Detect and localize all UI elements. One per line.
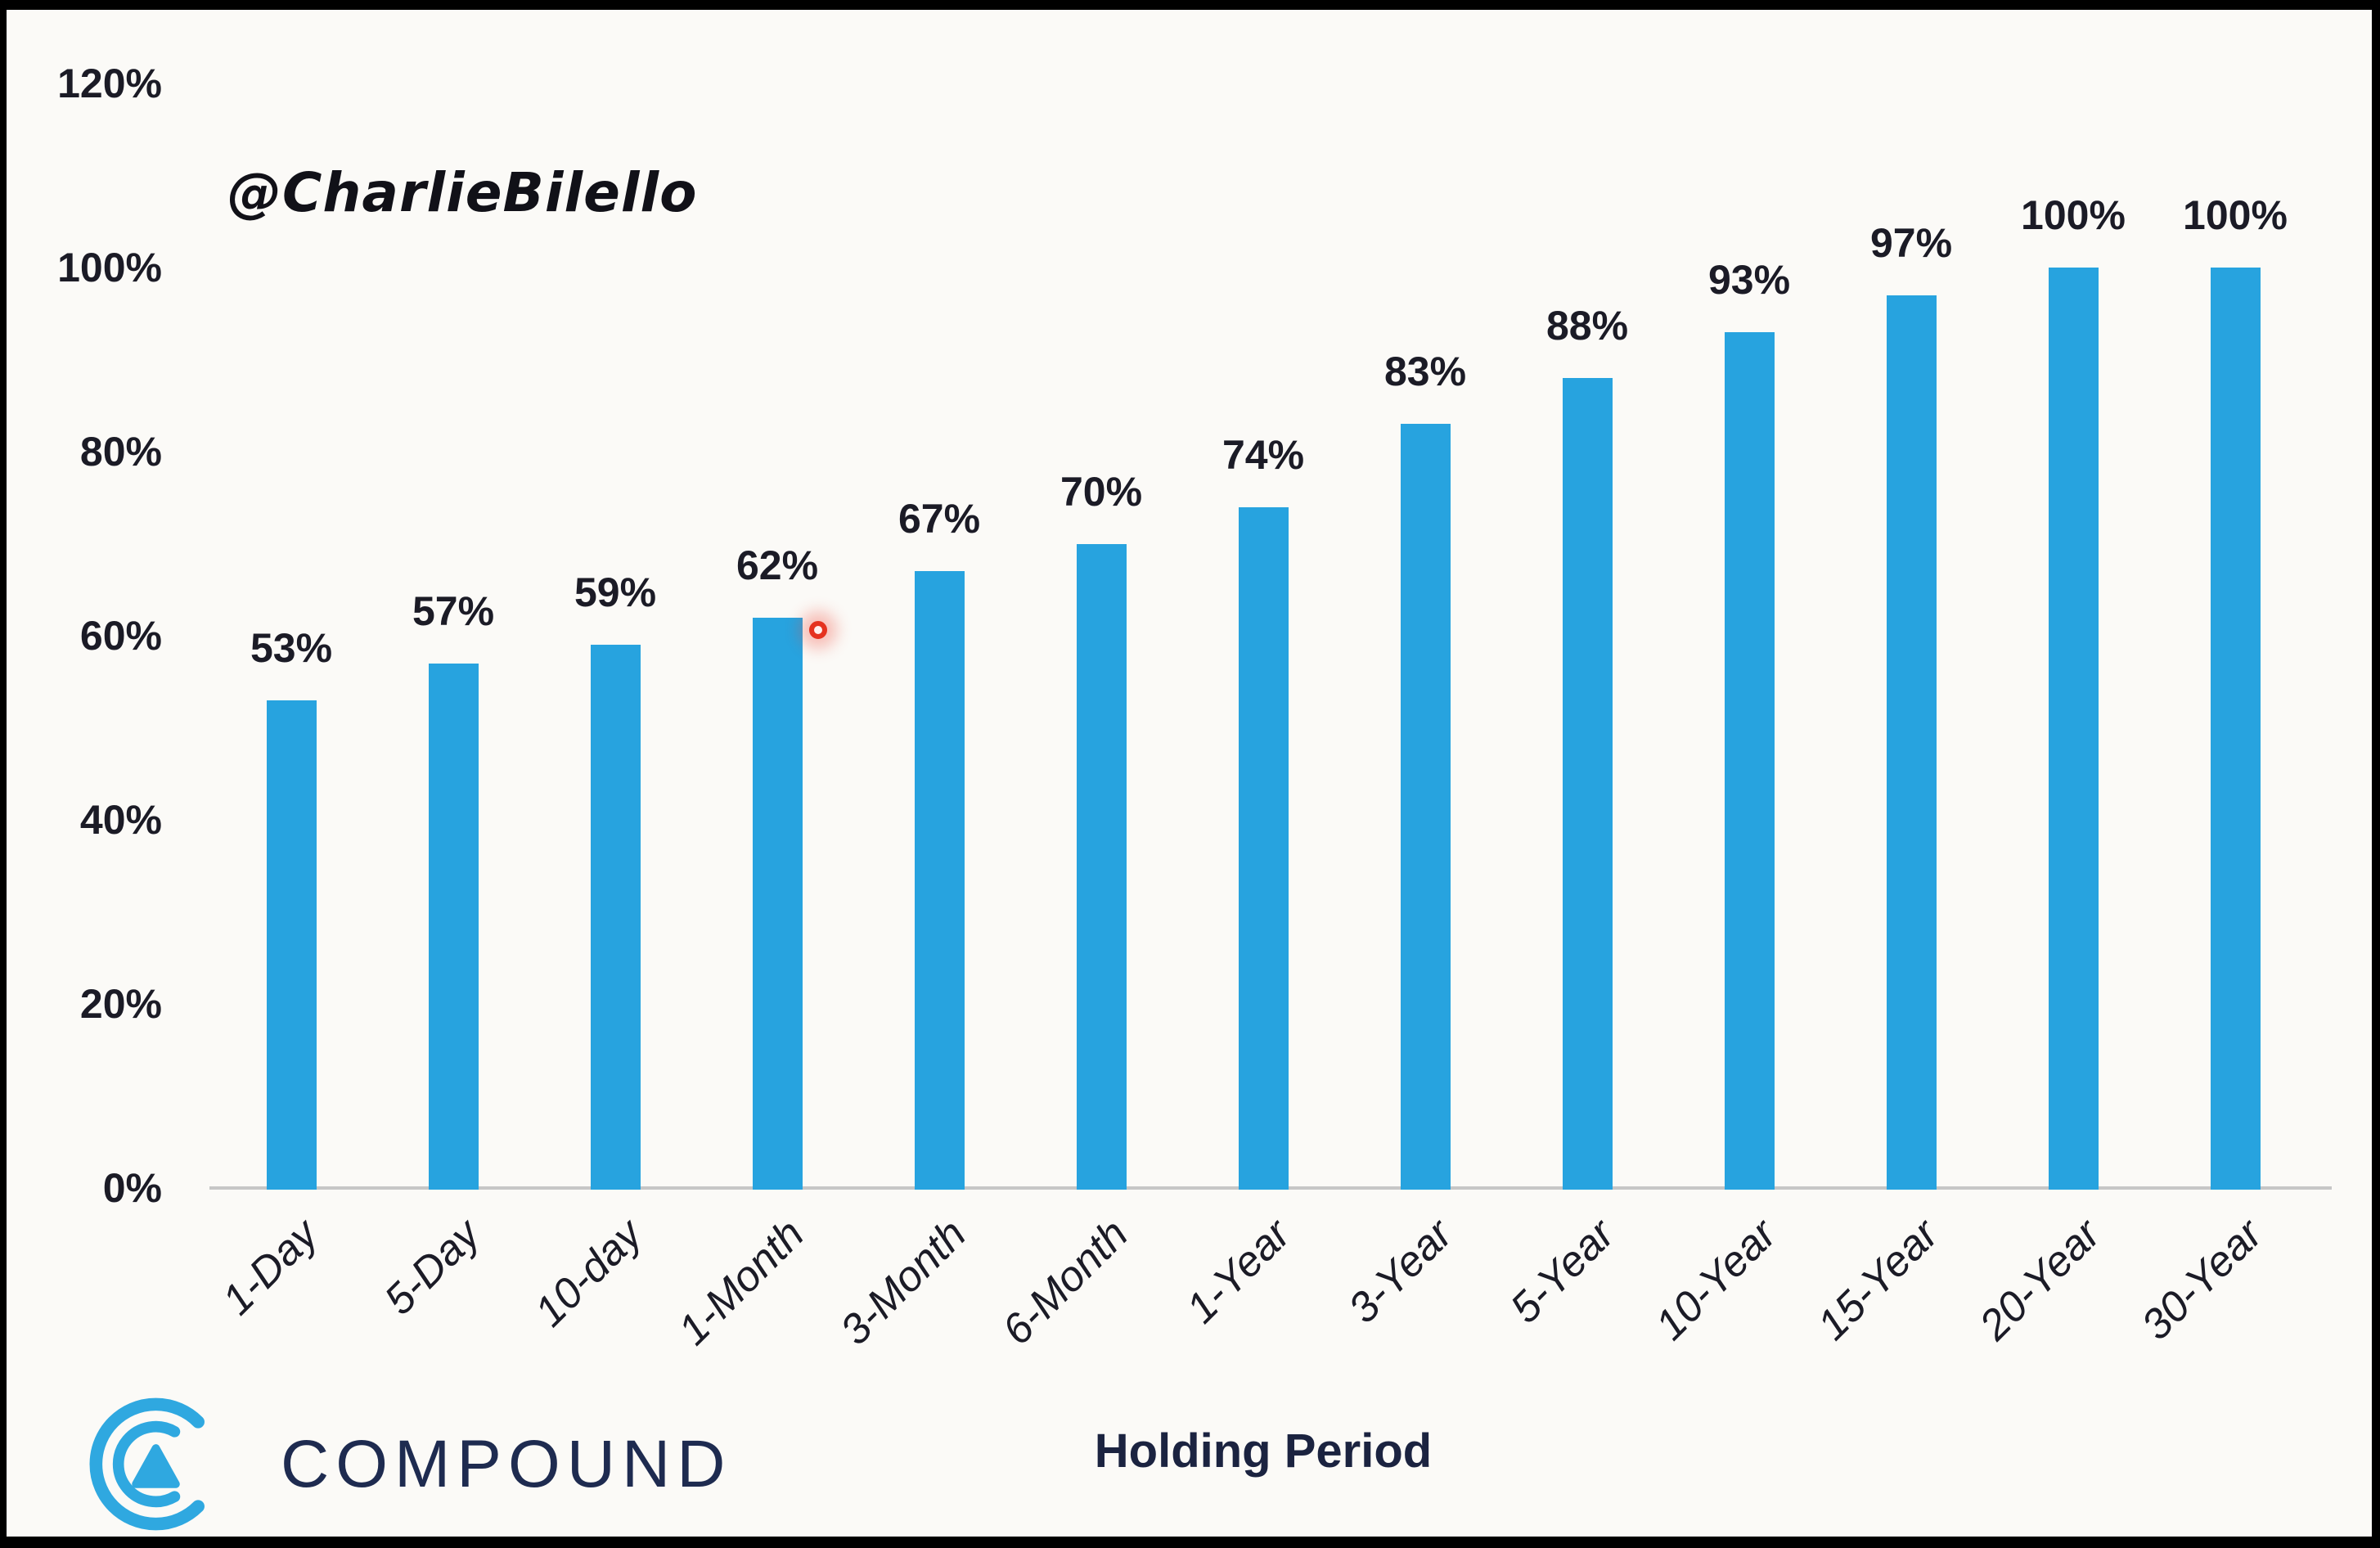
bar	[266, 700, 317, 1190]
compound-logo-icon	[89, 1397, 205, 1531]
x-tick-label: 6-Month	[993, 1210, 1138, 1355]
bar-value-label: 57%	[412, 587, 495, 634]
bar	[1886, 295, 1937, 1190]
x-tick-label: 20-Year	[1970, 1210, 2110, 1350]
bar-value-label: 93%	[1707, 256, 1791, 303]
y-tick-label: 120%	[57, 61, 162, 106]
bar-value-label: 100%	[2183, 192, 2288, 238]
x-tick-label: 10-Year	[1646, 1210, 1786, 1350]
bar-value-label: 100%	[2021, 192, 2126, 238]
y-tick-label: 60%	[79, 613, 162, 659]
bar	[2048, 268, 2099, 1190]
x-axis-title: Holding Period	[1094, 1424, 1433, 1478]
bar-value-label: 83%	[1383, 349, 1467, 395]
bar-value-label: 53%	[250, 624, 333, 671]
bar-value-label: 97%	[1869, 219, 1953, 266]
bar	[2210, 268, 2261, 1190]
x-tick-label: 30-Year	[2132, 1210, 2272, 1350]
bar	[590, 645, 641, 1190]
x-tick-label: 1-Year	[1177, 1210, 1300, 1333]
x-tick-label: 5-Day	[376, 1210, 490, 1325]
bar	[428, 663, 479, 1190]
bar	[752, 617, 803, 1190]
bar-value-label: 62%	[736, 542, 819, 588]
x-tick-label: 15-Year	[1808, 1210, 1948, 1350]
bar	[1724, 331, 1775, 1190]
bar-value-label: 67%	[898, 496, 981, 542]
x-tick-label: 1-Day	[214, 1210, 328, 1325]
x-tick-label: 10-day	[525, 1210, 652, 1336]
chart-canvas: @CharlieBilello 0% 20% 40% 60% 80% 100% 120% 5…	[7, 10, 2372, 1537]
y-tick-label: 80%	[79, 429, 162, 475]
y-tick-label: 100%	[57, 245, 162, 290]
twitter-handle: @CharlieBilello	[227, 161, 698, 224]
bar	[1238, 506, 1289, 1190]
x-tick-label: 3-Month	[831, 1210, 976, 1355]
bar	[1400, 424, 1451, 1190]
y-tick-label: 0%	[102, 1165, 162, 1211]
bar-value-label: 74%	[1221, 431, 1305, 478]
bar	[1562, 378, 1613, 1190]
compound-logo-text: COMPOUND	[281, 1426, 732, 1501]
compound-logo: COMPOUND	[76, 1384, 731, 1544]
x-tick-label: 3-Year	[1338, 1210, 1462, 1333]
bar	[914, 571, 965, 1190]
bar-value-label: 59%	[574, 569, 657, 616]
bar	[1076, 543, 1127, 1190]
cursor-dot	[809, 621, 827, 639]
x-tick-label: 1-Month	[669, 1210, 814, 1355]
bar-value-label: 88%	[1545, 303, 1629, 349]
x-tick-label: 5-Year	[1500, 1210, 1624, 1333]
y-tick-label: 20%	[79, 981, 162, 1027]
bar-value-label: 70%	[1060, 468, 1143, 515]
y-tick-label: 40%	[79, 797, 162, 843]
